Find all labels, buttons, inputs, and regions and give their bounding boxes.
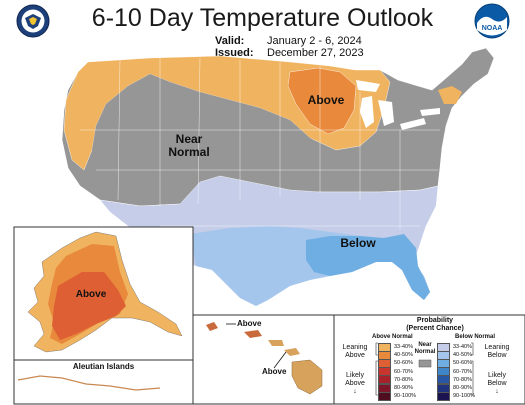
legend-likely-above-arrow: ↓	[353, 388, 357, 395]
legend-near-normal: Near Normal	[412, 342, 438, 356]
legend-title-line2: (Percent Chance)	[406, 325, 464, 332]
legend-likely-below-line1: Likely	[488, 372, 506, 379]
legend-above-bin-label: 60-70%	[394, 368, 413, 375]
legend-near-line1: Near	[418, 342, 432, 348]
valid-label: Valid:	[215, 35, 245, 47]
legend-likely-above-line1: Likely	[346, 372, 364, 379]
page-title: 6-10 Day Temperature Outlook	[91, 4, 434, 32]
legend-below-bin-label: 40-50%	[453, 352, 472, 359]
alaska-above-strong-region	[52, 272, 126, 340]
hawaii-above-1-label: Above	[237, 319, 262, 328]
noaa-logo-text: NOAA	[482, 25, 503, 32]
legend-leaning-below-line2: Below	[487, 352, 507, 359]
issued-date: December 27, 2023	[267, 47, 364, 59]
legend-leaning-above-line2: Above	[345, 352, 365, 359]
legend-likely-below: Likely Below ↓	[476, 372, 518, 396]
legend-below-bin-label: 90-100%	[453, 393, 476, 400]
legend-above-header: Above Normal	[372, 334, 413, 340]
noaa-logo-icon: NOAA	[474, 3, 510, 39]
issued-row: Issued: December 27, 2023	[215, 47, 364, 59]
legend-title-line1: Probability	[416, 317, 454, 324]
near-normal-swatch	[418, 359, 432, 368]
hawaii-island-kauai	[206, 322, 218, 331]
legend-likely-below-line2: Below	[487, 380, 507, 387]
hawaii-above-2-pointer	[273, 351, 287, 369]
legend-above-bin-label: 90-100%	[394, 393, 417, 400]
legend-likely-above-line2: Above	[345, 380, 365, 387]
valid-date-range: January 2 - 6, 2024	[267, 35, 362, 47]
valid-row: Valid: January 2 - 6, 2024	[215, 35, 362, 47]
legend-above-bin-label: 70-80%	[394, 376, 413, 383]
conus-below-strong-region	[306, 234, 430, 300]
legend-below-bin-label: 80-90%	[453, 385, 472, 391]
legend-likely-below-arrow: ↓	[495, 388, 499, 395]
legend-likely-above: Likely Above ↓	[336, 372, 374, 396]
hawaii-big-island	[291, 359, 323, 395]
aleutian-inset-frame	[13, 359, 194, 405]
conus-above-label: Above	[307, 93, 345, 107]
legend-near-line2: Normal	[414, 349, 436, 355]
legend-below-bin-label: 33-40%	[453, 344, 472, 350]
conus-normal-label: Normal	[168, 145, 210, 159]
legend-above-bin-label: 40-50%	[394, 352, 413, 359]
aleutian-islands-label: Aleutian Islands	[72, 362, 135, 371]
conus-above-mid-region	[287, 67, 357, 135]
legend-below-bin-label: 50-60%	[453, 360, 472, 367]
hawaii-above-2-label: Above	[262, 367, 287, 376]
legend-below-header: Below Normal	[455, 334, 496, 340]
conus-below-label: Below	[340, 236, 376, 250]
issued-label: Issued:	[215, 47, 254, 59]
legend-below-bin-label: 60-70%	[453, 368, 472, 375]
legend-above-bin-label: 50-60%	[394, 360, 413, 367]
legend-leaning-above-line1: Leaning	[342, 344, 368, 351]
legend-below-bin-label: 70-80%	[453, 376, 472, 383]
legend-below-bin-swatch	[437, 391, 450, 401]
legend-above-bin-label: 33-40%	[394, 344, 413, 350]
legend-above-bin-swatch	[378, 391, 391, 401]
department-of-commerce-seal-icon	[16, 4, 50, 38]
legend-above-bin-6: 90-100%	[378, 391, 417, 401]
legend-leaning-below: Leaning Below	[476, 344, 518, 360]
legend-frame	[333, 314, 525, 405]
legend-leaning-below-line1: Leaning	[484, 344, 510, 351]
legend-leaning-above: Leaning Above	[336, 344, 374, 360]
alaska-above-label: Above	[75, 289, 107, 300]
legend-below-bin-6: 90-100%	[437, 391, 476, 401]
conus-near-label: Near	[175, 132, 203, 146]
legend-above-bin-label: 80-90%	[394, 385, 413, 391]
